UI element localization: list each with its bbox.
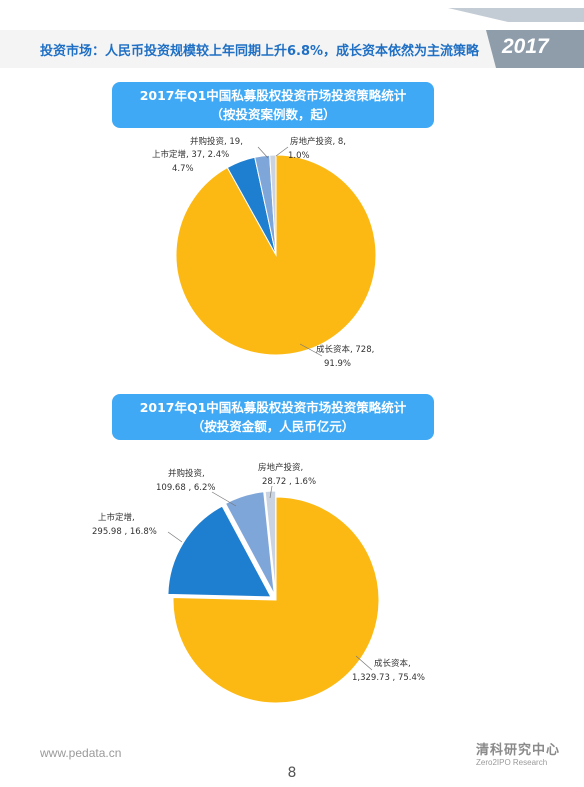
year-label: 2017 xyxy=(502,35,549,58)
pie-data-label-2-1: 上市定增, 37, 2.4% xyxy=(152,149,229,160)
pie-data-label-3-1: 并购投资, 19, xyxy=(190,136,243,147)
pie-slice-3 xyxy=(224,491,275,595)
year-tab xyxy=(448,8,584,68)
pie-data-label-2-2: 295.98 , 16.8% xyxy=(92,527,157,537)
page-title: 投资市场：人民币投资规模较上年同期上升6.8%，成长资本依然为主流策略 xyxy=(40,44,480,59)
pie-leader-line-4 xyxy=(275,146,289,157)
chart-1-title-line2: （按投资案例数，起） xyxy=(210,107,336,122)
logo-chinese: 清科研究中心 xyxy=(476,743,561,758)
header-bar xyxy=(0,30,584,68)
logo-english: Zero2IPO Research xyxy=(476,758,548,767)
year-tab-stripe xyxy=(448,8,584,22)
pie-data-label-3-2: 109.68 , 6.2% xyxy=(156,483,215,493)
pie-data-label-3-1: 并购投资, xyxy=(168,468,205,479)
chart-2-title-line1: 2017年Q1中国私募股权投资市场投资策略统计 xyxy=(139,400,407,415)
pie-leader-line-1 xyxy=(355,655,373,671)
pie-leader-line-3 xyxy=(257,146,269,159)
footer-url[interactable]: www.pedata.cn xyxy=(40,746,122,760)
chart-2-title-line2: （按投资金额，人民币亿元） xyxy=(191,419,355,434)
pie-data-label-1-1: 成长资本, 728, xyxy=(316,344,374,355)
pie-data-label-1-1: 成长资本, xyxy=(374,658,411,669)
pie-data-label-4-1: 房地产投资, xyxy=(258,462,303,473)
pie-data-label-4-1: 房地产投资, 8, xyxy=(290,136,346,147)
pie-slice-4 xyxy=(264,490,277,595)
chart-1-pie: 成长资本, 728, 91.9% 上市定增, 37, 2.4% 4.7% 并购投资, 1… xyxy=(152,136,377,369)
pie-leader-line-3 xyxy=(211,491,237,507)
pie-leader-line-4 xyxy=(269,485,273,499)
pie-leader-line-1 xyxy=(299,343,323,357)
chart-2-banner: 2017年Q1中国私募股权投资市场投资策略统计 （按投资金额，人民币亿元） xyxy=(112,394,434,440)
pie-data-label-1-2: 1,329.73 , 75.4% xyxy=(352,673,425,683)
pie-data-label-4-2: 1.0% xyxy=(288,151,310,161)
pie-slice-2 xyxy=(167,505,272,598)
pie-data-label-1-2: 91.9% xyxy=(324,359,351,369)
pie-slice-1 xyxy=(172,496,380,704)
pie-data-label-2-1: 上市定增, xyxy=(98,512,135,523)
brand-logo: 清科研究中心 Zero2IPO Research xyxy=(476,739,572,767)
page-number: 8 xyxy=(287,765,297,781)
year-tab-shape xyxy=(486,30,584,68)
chart-1-banner: 2017年Q1中国私募股权投资市场投资策略统计 （按投资案例数，起） xyxy=(112,82,434,128)
pie-data-label-2-2: 4.7% xyxy=(172,164,194,174)
chart-1-title-line1: 2017年Q1中国私募股权投资市场投资策略统计 xyxy=(139,88,407,103)
pie-leader-line-2 xyxy=(167,531,183,543)
pie-slice-4 xyxy=(269,154,277,256)
chart-2-pie: 成长资本, 1,329.73 , 75.4% 上市定增, 295.98 , 16.8%… xyxy=(92,462,425,704)
pie-data-label-4-2: 28.72 , 1.6% xyxy=(262,477,316,487)
